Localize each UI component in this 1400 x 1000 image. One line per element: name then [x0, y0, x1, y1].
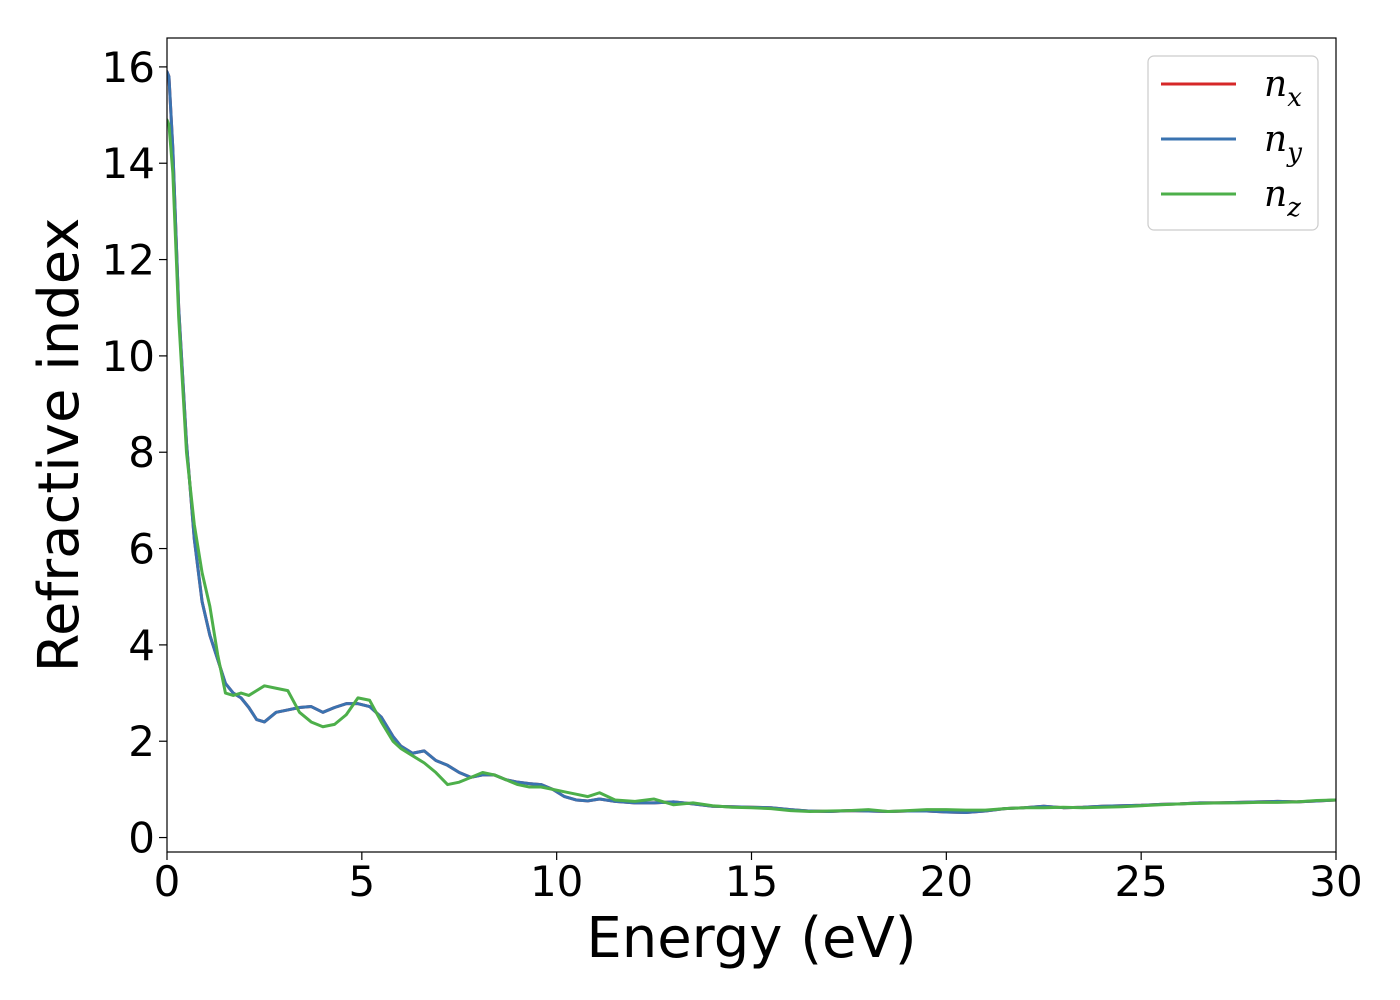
legend-box	[1147, 55, 1319, 231]
y-tick-label: 10	[102, 332, 155, 381]
x-tick-label: 5	[348, 857, 375, 906]
x-tick-label: 10	[530, 857, 583, 906]
x-tick-label: 0	[154, 857, 181, 906]
legend-entry-base: n	[1264, 119, 1287, 160]
legend-entry-subscript: z	[1286, 193, 1301, 223]
legend-entry-base: n	[1264, 64, 1287, 105]
y-tick-label: 4	[128, 621, 155, 670]
y-tick-label: 6	[128, 525, 155, 574]
legend-entry-subscript: x	[1287, 83, 1302, 113]
x-axis-label: Energy (eV)	[586, 906, 916, 971]
y-axis-label: Refractive index	[27, 218, 92, 673]
legend-entry-subscript: y	[1286, 138, 1302, 168]
legend-entry-base: n	[1264, 174, 1287, 215]
series-layer	[167, 70, 1336, 814]
y-tick-label: 0	[128, 814, 155, 863]
x-tick-label: 30	[1309, 857, 1362, 906]
x-tick-label: 20	[920, 857, 973, 906]
x-tick-label: 15	[725, 857, 778, 906]
y-tick-label: 12	[102, 236, 155, 285]
series-line-n-z	[167, 118, 1336, 814]
y-tick-label: 2	[128, 717, 155, 766]
y-tick-label: 8	[128, 428, 155, 477]
legend-entry-label: nz	[1264, 174, 1301, 223]
y-axis: 0 2 4 6 8 10 12 14 16	[102, 43, 167, 863]
x-tick-label: 25	[1114, 857, 1167, 906]
y-tick-label: 14	[102, 139, 155, 188]
legend-entry-label: nx	[1264, 64, 1302, 113]
legend-entry-label: ny	[1264, 119, 1302, 168]
y-tick-label: 16	[102, 43, 155, 92]
x-axis: 0 5 10 15 20 25 30	[154, 852, 1363, 906]
